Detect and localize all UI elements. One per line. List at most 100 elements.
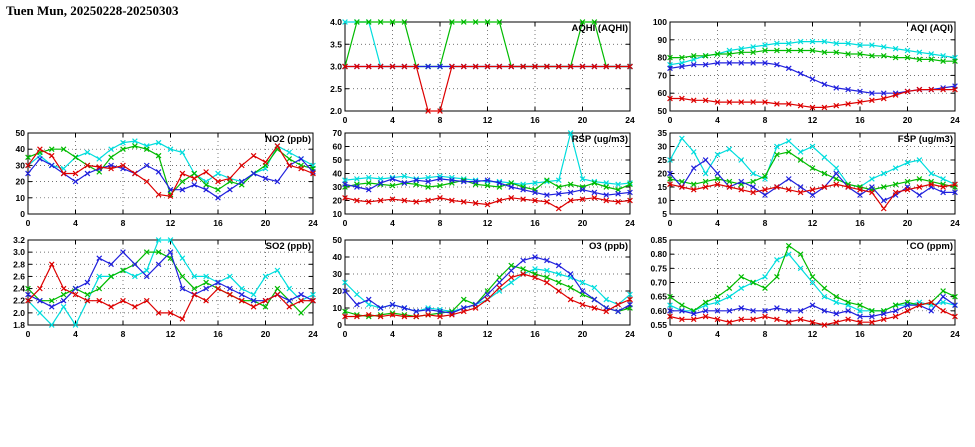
svg-text:24: 24 <box>625 329 635 339</box>
svg-text:20: 20 <box>261 329 271 339</box>
svg-text:12: 12 <box>808 218 818 228</box>
no2-chart: NO2 (ppb) 0 10 20 30 40 50 0 4 8 12 16 20 24 <box>0 125 325 232</box>
so2-chart: SO2 (ppb) 1.8 2.0 2.2 2.4 2.6 2.8 3.0 3.2 0 4 8 12 1… <box>0 232 325 343</box>
svg-text:8: 8 <box>121 329 126 339</box>
svg-text:0.80: 0.80 <box>650 249 667 259</box>
svg-text:3.2: 3.2 <box>13 235 25 245</box>
svg-text:0: 0 <box>343 115 348 125</box>
svg-text:40: 40 <box>333 169 343 179</box>
svg-text:30: 30 <box>658 142 668 152</box>
svg-text:30: 30 <box>333 182 343 192</box>
o3-chart: O3 (ppb) 0 10 20 30 40 50 0 4 8 12 16 20 24 <box>317 232 642 343</box>
chart-title: NO2 (ppb) <box>265 134 311 145</box>
svg-text:40: 40 <box>16 144 26 154</box>
svg-text:70: 70 <box>658 70 668 80</box>
svg-text:10: 10 <box>333 209 343 219</box>
chart-title: AQHI (AQHI) <box>571 23 628 34</box>
svg-text:60: 60 <box>333 142 343 152</box>
svg-text:16: 16 <box>530 115 540 125</box>
svg-text:4: 4 <box>390 115 395 125</box>
svg-text:8: 8 <box>438 218 443 228</box>
svg-text:20: 20 <box>903 115 913 125</box>
svg-text:8: 8 <box>763 218 768 228</box>
fsp-plot-svg: 5 10 15 20 25 30 35 0 4 8 12 16 20 24 <box>658 128 960 228</box>
svg-text:24: 24 <box>308 218 318 228</box>
svg-text:100: 100 <box>653 17 667 27</box>
page-title: Tuen Mun, 20250228-20250303 <box>6 3 179 18</box>
svg-text:20: 20 <box>903 218 913 228</box>
fsp-chart: FSP (ug/m3) 5 10 15 20 25 30 35 0 4 8 12 16 20 24 <box>642 125 967 232</box>
svg-text:0: 0 <box>668 115 673 125</box>
svg-text:20: 20 <box>333 286 343 296</box>
svg-text:40: 40 <box>333 252 343 262</box>
svg-text:0.55: 0.55 <box>650 320 667 330</box>
svg-text:50: 50 <box>16 128 26 138</box>
svg-text:90: 90 <box>658 35 668 45</box>
svg-text:4: 4 <box>390 218 395 228</box>
svg-text:12: 12 <box>483 218 493 228</box>
svg-text:35: 35 <box>658 128 668 138</box>
svg-text:4: 4 <box>73 329 78 339</box>
svg-text:24: 24 <box>625 218 635 228</box>
svg-text:8: 8 <box>763 329 768 339</box>
rsp-chart: RSP (ug/m3) 10 20 30 40 50 60 70 0 4 8 12 16 20 24 <box>317 125 642 232</box>
co-chart: CO (ppm) 0.55 0.60 0.65 0.70 0.75 0.80 0.85 0 4 8… <box>642 232 967 343</box>
svg-text:24: 24 <box>950 218 960 228</box>
svg-text:0: 0 <box>668 218 673 228</box>
aqhi-plot-svg: 2.0 2.5 3.0 3.5 4.0 0 4 8 12 16 20 24 <box>330 17 635 125</box>
svg-text:12: 12 <box>808 329 818 339</box>
svg-text:20: 20 <box>578 218 588 228</box>
rsp-plot-svg: 10 20 30 40 50 60 70 0 4 8 12 16 20 24 <box>333 128 635 228</box>
svg-text:16: 16 <box>530 329 540 339</box>
svg-text:80: 80 <box>658 53 668 63</box>
svg-text:4: 4 <box>715 329 720 339</box>
svg-text:20: 20 <box>903 329 913 339</box>
svg-text:16: 16 <box>855 329 865 339</box>
svg-text:0: 0 <box>26 218 31 228</box>
svg-text:0: 0 <box>668 329 673 339</box>
svg-text:0.70: 0.70 <box>650 278 667 288</box>
chart-title: SO2 (ppb) <box>265 241 311 252</box>
svg-text:20: 20 <box>658 169 668 179</box>
svg-text:12: 12 <box>166 218 176 228</box>
svg-text:12: 12 <box>808 115 818 125</box>
svg-text:15: 15 <box>658 182 668 192</box>
svg-text:30: 30 <box>16 160 26 170</box>
svg-text:24: 24 <box>625 115 635 125</box>
svg-text:0.75: 0.75 <box>650 263 667 273</box>
svg-text:4: 4 <box>715 115 720 125</box>
svg-text:24: 24 <box>950 329 960 339</box>
svg-text:20: 20 <box>333 196 343 206</box>
co-plot-svg: 0.55 0.60 0.65 0.70 0.75 0.80 0.85 0 4 8 12 16 20 24 <box>650 235 960 339</box>
svg-text:50: 50 <box>333 235 343 245</box>
svg-text:8: 8 <box>438 329 443 339</box>
svg-text:2.0: 2.0 <box>330 106 342 116</box>
svg-text:10: 10 <box>333 303 343 313</box>
svg-text:24: 24 <box>308 329 318 339</box>
svg-text:16: 16 <box>213 218 223 228</box>
svg-text:8: 8 <box>763 115 768 125</box>
svg-text:0: 0 <box>20 209 25 219</box>
svg-text:2.2: 2.2 <box>13 296 25 306</box>
svg-text:20: 20 <box>578 329 588 339</box>
chart-title: AQI (AQI) <box>910 23 953 34</box>
no2-plot-svg: 0 10 20 30 40 50 0 4 8 12 16 20 24 <box>16 128 318 228</box>
svg-text:0.60: 0.60 <box>650 306 667 316</box>
svg-text:3.5: 3.5 <box>330 39 342 49</box>
svg-text:60: 60 <box>658 88 668 98</box>
svg-text:3.0: 3.0 <box>13 247 25 257</box>
o3-plot-svg: 0 10 20 30 40 50 0 4 8 12 16 20 24 <box>333 235 635 339</box>
svg-text:8: 8 <box>121 218 126 228</box>
svg-text:0.85: 0.85 <box>650 235 667 245</box>
chart-title: CO (ppm) <box>909 241 953 252</box>
svg-text:4.0: 4.0 <box>330 17 342 27</box>
svg-text:2.6: 2.6 <box>13 271 25 281</box>
svg-text:50: 50 <box>333 155 343 165</box>
svg-text:16: 16 <box>213 329 223 339</box>
svg-text:20: 20 <box>16 177 26 187</box>
svg-text:2.4: 2.4 <box>13 284 25 294</box>
svg-text:12: 12 <box>483 329 493 339</box>
svg-text:2.0: 2.0 <box>13 308 25 318</box>
svg-text:5: 5 <box>662 209 667 219</box>
